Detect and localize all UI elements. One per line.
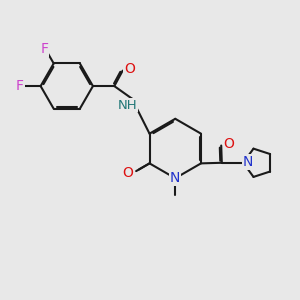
Text: N: N [170,171,181,185]
Text: F: F [40,42,49,56]
Text: N: N [242,155,253,169]
Text: F: F [16,79,24,93]
Text: O: O [223,137,234,151]
Text: O: O [124,62,135,76]
Text: O: O [122,167,133,181]
Text: NH: NH [117,99,137,112]
